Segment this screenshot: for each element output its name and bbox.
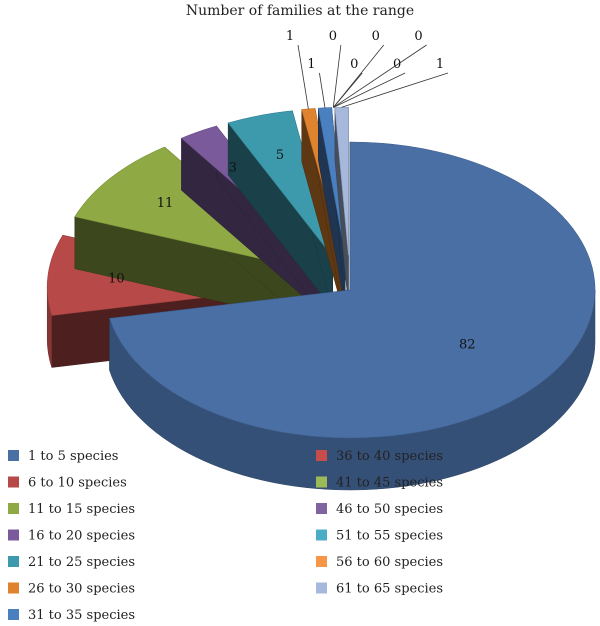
legend-swatch (8, 582, 19, 594)
legend-entry: 56 to 60 species (316, 555, 443, 570)
leader-line (297, 44, 309, 109)
legend-swatch (316, 529, 327, 541)
legend-entry: 11 to 15 species (8, 502, 135, 517)
leader-line (332, 44, 385, 108)
legend-label: 61 to 65 species (336, 582, 443, 597)
legend-swatch (8, 556, 19, 567)
data-label: 82 (459, 337, 476, 352)
data-label: 3 (229, 161, 237, 176)
legend-label: 31 to 35 species (28, 608, 135, 623)
legend-entry: 31 to 35 species (8, 608, 135, 623)
pie-slice (334, 106, 349, 308)
data-label: 10 (108, 271, 125, 286)
legend-entry: 26 to 30 species (8, 582, 135, 597)
legend-label: 21 to 25 species (28, 555, 135, 570)
data-label: 0 (329, 29, 337, 44)
legend-swatch (8, 529, 19, 541)
legend-swatch (8, 450, 19, 461)
leader-line (333, 44, 427, 108)
pie-slice-top (334, 106, 349, 256)
data-label: 0 (372, 29, 380, 44)
legend-swatch (8, 476, 19, 488)
legend-swatch (8, 503, 19, 514)
legend-entry: 36 to 40 species (316, 449, 443, 464)
legend-entry: 1 to 5 species (8, 449, 118, 464)
legend-swatch (8, 609, 19, 620)
legend-entry: 16 to 20 species (8, 529, 135, 544)
data-labels: 8210113511000001 (108, 29, 475, 352)
legend-label: 6 to 10 species (28, 476, 127, 491)
legend: 1 to 5 species 6 to 10 species 11 to 15 sp… (8, 449, 443, 623)
legend-swatch (316, 556, 327, 567)
legend-label: 51 to 55 species (336, 529, 443, 544)
pie-slices (46, 106, 596, 491)
chart-title: Number of families at the range (186, 3, 414, 19)
legend-swatch (316, 582, 327, 594)
legend-entry: 61 to 65 species (316, 582, 443, 597)
data-label: 0 (350, 57, 358, 72)
data-label: 1 (286, 29, 294, 44)
legend-label: 56 to 60 species (336, 555, 443, 570)
legend-label: 16 to 20 species (28, 529, 135, 544)
legend-swatch (316, 476, 327, 488)
legend-entry: 6 to 10 species (8, 476, 127, 491)
data-label: 1 (436, 57, 444, 72)
legend-label: 1 to 5 species (28, 449, 118, 464)
data-label: 5 (276, 148, 284, 163)
legend-swatch (316, 503, 327, 514)
legend-swatch (316, 450, 327, 461)
legend-entry: 51 to 55 species (316, 529, 443, 544)
legend-label: 41 to 45 species (336, 476, 443, 491)
legend-entry: 41 to 45 species (316, 476, 443, 491)
leader-line (341, 72, 449, 108)
legend-entry: 21 to 25 species (8, 555, 135, 570)
data-label: 11 (157, 196, 174, 211)
pie-slice-top (109, 141, 596, 439)
legend-label: 11 to 15 species (28, 502, 135, 517)
pie-slice-top (227, 110, 333, 257)
leader-line (332, 44, 342, 108)
pie-slice (109, 141, 596, 491)
legend-entry: 46 to 50 species (316, 502, 443, 517)
legend-label: 46 to 50 species (336, 502, 443, 517)
legend-label: 26 to 30 species (28, 582, 135, 597)
legend-label: 36 to 40 species (336, 449, 443, 464)
data-label: 1 (307, 57, 315, 72)
leader-line (319, 72, 326, 108)
leader-line (333, 72, 406, 108)
pie-slice-top (317, 107, 346, 256)
data-label: 0 (414, 29, 422, 44)
